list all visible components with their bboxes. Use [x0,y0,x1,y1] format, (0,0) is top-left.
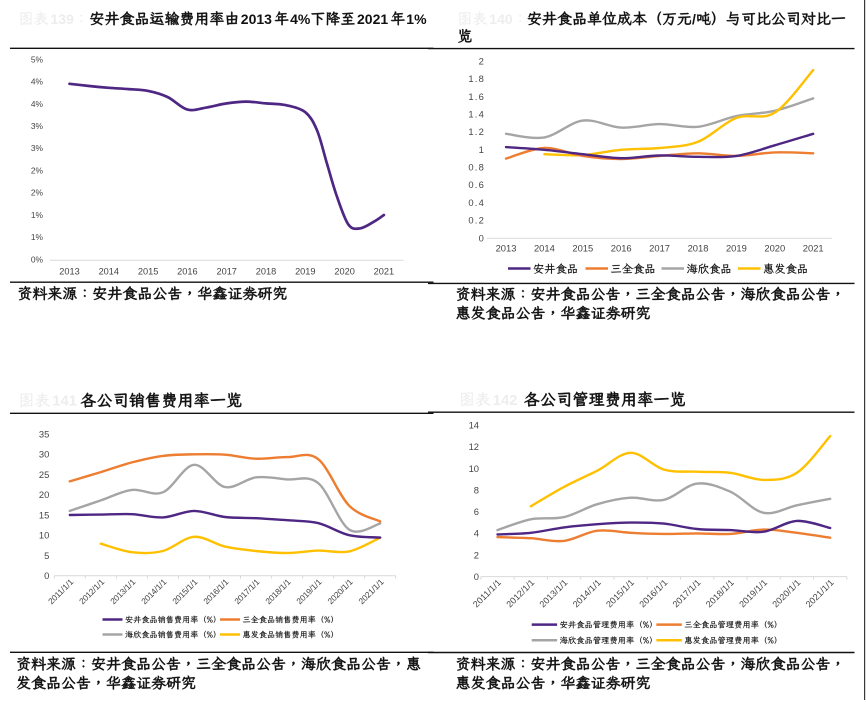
svg-text:2019: 2019 [726,242,747,253]
svg-text:1.8: 1.8 [468,73,485,84]
svg-text:139: 139 [51,11,75,27]
svg-text:2%: 2% [31,165,44,175]
svg-text:0: 0 [479,232,485,243]
svg-text:1.4: 1.4 [468,109,485,120]
svg-text:10: 10 [469,463,479,474]
svg-text:141: 141 [52,394,77,410]
svg-text:2021: 2021 [357,11,388,27]
svg-text:0.8: 0.8 [468,162,485,173]
svg-text:0.2: 0.2 [468,215,485,226]
svg-text:1%: 1% [31,232,44,242]
svg-text:2014: 2014 [99,266,119,276]
svg-text:2013: 2013 [59,266,79,276]
svg-text:15: 15 [39,509,49,520]
svg-text:2019: 2019 [295,266,315,276]
svg-text:2014: 2014 [534,242,555,253]
svg-text:2015: 2015 [572,242,593,253]
svg-text:2015: 2015 [138,266,158,276]
svg-text:0.6: 0.6 [468,179,485,190]
svg-text:3%: 3% [31,143,44,153]
svg-text:0: 0 [44,570,49,581]
svg-text:4%: 4% [31,77,44,87]
svg-text:10: 10 [39,530,49,541]
svg-text:2%: 2% [31,188,44,198]
svg-text:35: 35 [39,428,49,439]
svg-text:2013: 2013 [496,242,517,253]
svg-text:25: 25 [39,469,49,480]
svg-text:14: 14 [469,420,479,431]
svg-text:/: / [692,11,696,27]
svg-text:1: 1 [479,144,485,155]
svg-text:0%: 0% [31,254,44,264]
svg-text:12: 12 [469,441,479,452]
svg-text:4%: 4% [31,99,44,109]
svg-text:4%: 4% [290,11,311,27]
svg-text:5%: 5% [31,54,44,64]
svg-text:1%: 1% [406,11,427,27]
svg-text:0: 0 [474,571,479,582]
svg-text:1.2: 1.2 [468,126,485,137]
svg-text:1.6: 1.6 [468,91,485,102]
svg-text:6: 6 [474,506,479,517]
svg-text:2: 2 [474,549,479,560]
svg-text:20: 20 [39,489,49,500]
svg-text:2020: 2020 [764,242,785,253]
svg-text:2018: 2018 [256,266,276,276]
svg-text:3%: 3% [31,121,44,131]
svg-text:8: 8 [474,484,479,495]
svg-text:2016: 2016 [177,266,197,276]
svg-text:2: 2 [479,55,485,66]
svg-text:2020: 2020 [334,266,354,276]
svg-text:140: 140 [489,11,513,27]
svg-text:5: 5 [44,550,49,561]
svg-text:4: 4 [474,528,479,539]
svg-text:2017: 2017 [649,242,670,253]
svg-text:0.4: 0.4 [468,197,485,208]
svg-text:2018: 2018 [688,242,709,253]
svg-text:30: 30 [39,449,49,460]
svg-text:2017: 2017 [216,266,236,276]
svg-text:1%: 1% [31,210,44,220]
svg-text:2021: 2021 [803,242,824,253]
svg-text:2016: 2016 [611,242,632,253]
svg-text:2021: 2021 [374,266,394,276]
svg-text:2013: 2013 [241,11,272,27]
svg-text:142: 142 [493,393,518,409]
